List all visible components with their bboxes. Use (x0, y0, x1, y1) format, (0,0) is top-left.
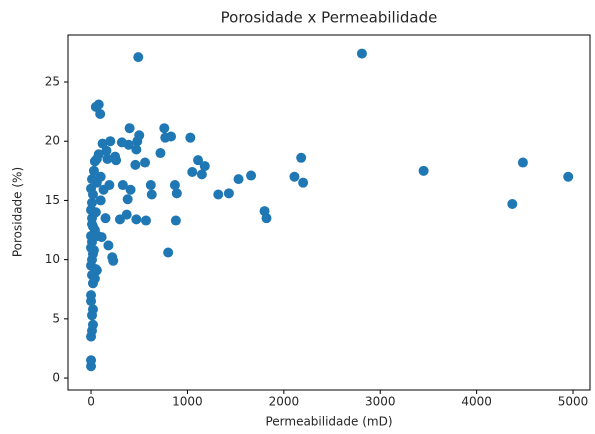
point (87, 319, 98, 330)
point (87, 174, 98, 185)
x-tick-label: 0 (87, 395, 95, 409)
point (223, 188, 234, 199)
point (103, 240, 114, 251)
point (146, 189, 157, 200)
y-tick-label: 20 (45, 134, 60, 148)
point (132, 136, 143, 147)
point (125, 184, 136, 195)
y-tick-label: 0 (52, 371, 60, 385)
point (169, 180, 180, 191)
point (298, 177, 309, 188)
point (86, 290, 97, 301)
point (88, 245, 99, 256)
point (89, 273, 100, 284)
point (166, 131, 177, 142)
point (233, 174, 244, 185)
point (87, 304, 98, 315)
x-tick-label: 2000 (269, 395, 300, 409)
y-tick-label: 15 (45, 193, 60, 207)
point (196, 169, 207, 180)
point (507, 198, 518, 209)
plot-frame (67, 34, 591, 391)
point (108, 255, 119, 266)
point (563, 171, 574, 182)
point (356, 48, 367, 59)
point (114, 214, 125, 225)
x-axis-label: Permeabilidade (mD) (265, 415, 392, 429)
point (86, 355, 97, 366)
point (155, 148, 166, 159)
point (517, 157, 528, 168)
chart-title: Porosidade x Permeabilidade (221, 9, 438, 27)
point (131, 214, 142, 225)
point (130, 159, 141, 170)
x-tick-label: 3000 (365, 395, 396, 409)
point (261, 213, 272, 224)
point (163, 247, 174, 258)
point (418, 165, 429, 176)
point (105, 136, 116, 147)
point (193, 155, 204, 166)
point (187, 167, 198, 178)
point (116, 137, 127, 148)
point (199, 161, 210, 172)
point (246, 170, 257, 181)
point (140, 157, 151, 168)
point (185, 132, 196, 143)
point (140, 215, 151, 226)
point (131, 144, 142, 155)
point (213, 189, 224, 200)
x-tick-label: 5000 (558, 395, 589, 409)
point (87, 219, 98, 230)
point (86, 183, 97, 194)
point (124, 123, 135, 134)
point (87, 197, 98, 208)
point (86, 230, 97, 241)
point (88, 165, 99, 176)
point (95, 195, 106, 206)
point (95, 108, 106, 119)
point (90, 264, 101, 275)
y-tick-label: 5 (52, 311, 60, 325)
point (133, 52, 144, 63)
point (111, 155, 122, 166)
y-tick-label: 10 (45, 252, 60, 266)
point (97, 138, 108, 149)
point (98, 184, 109, 195)
point (289, 171, 300, 182)
point (296, 152, 307, 163)
point (171, 188, 182, 199)
point (122, 194, 133, 205)
point (145, 180, 156, 191)
point (89, 156, 100, 167)
y-tick-label: 25 (45, 75, 60, 89)
x-tick-label: 4000 (461, 395, 492, 409)
point (159, 123, 170, 134)
x-tick-label: 1000 (172, 395, 203, 409)
point (170, 215, 181, 226)
point (102, 153, 113, 164)
point (117, 180, 128, 191)
point (100, 213, 111, 224)
y-axis-label: Porosidade (%) (11, 167, 25, 257)
